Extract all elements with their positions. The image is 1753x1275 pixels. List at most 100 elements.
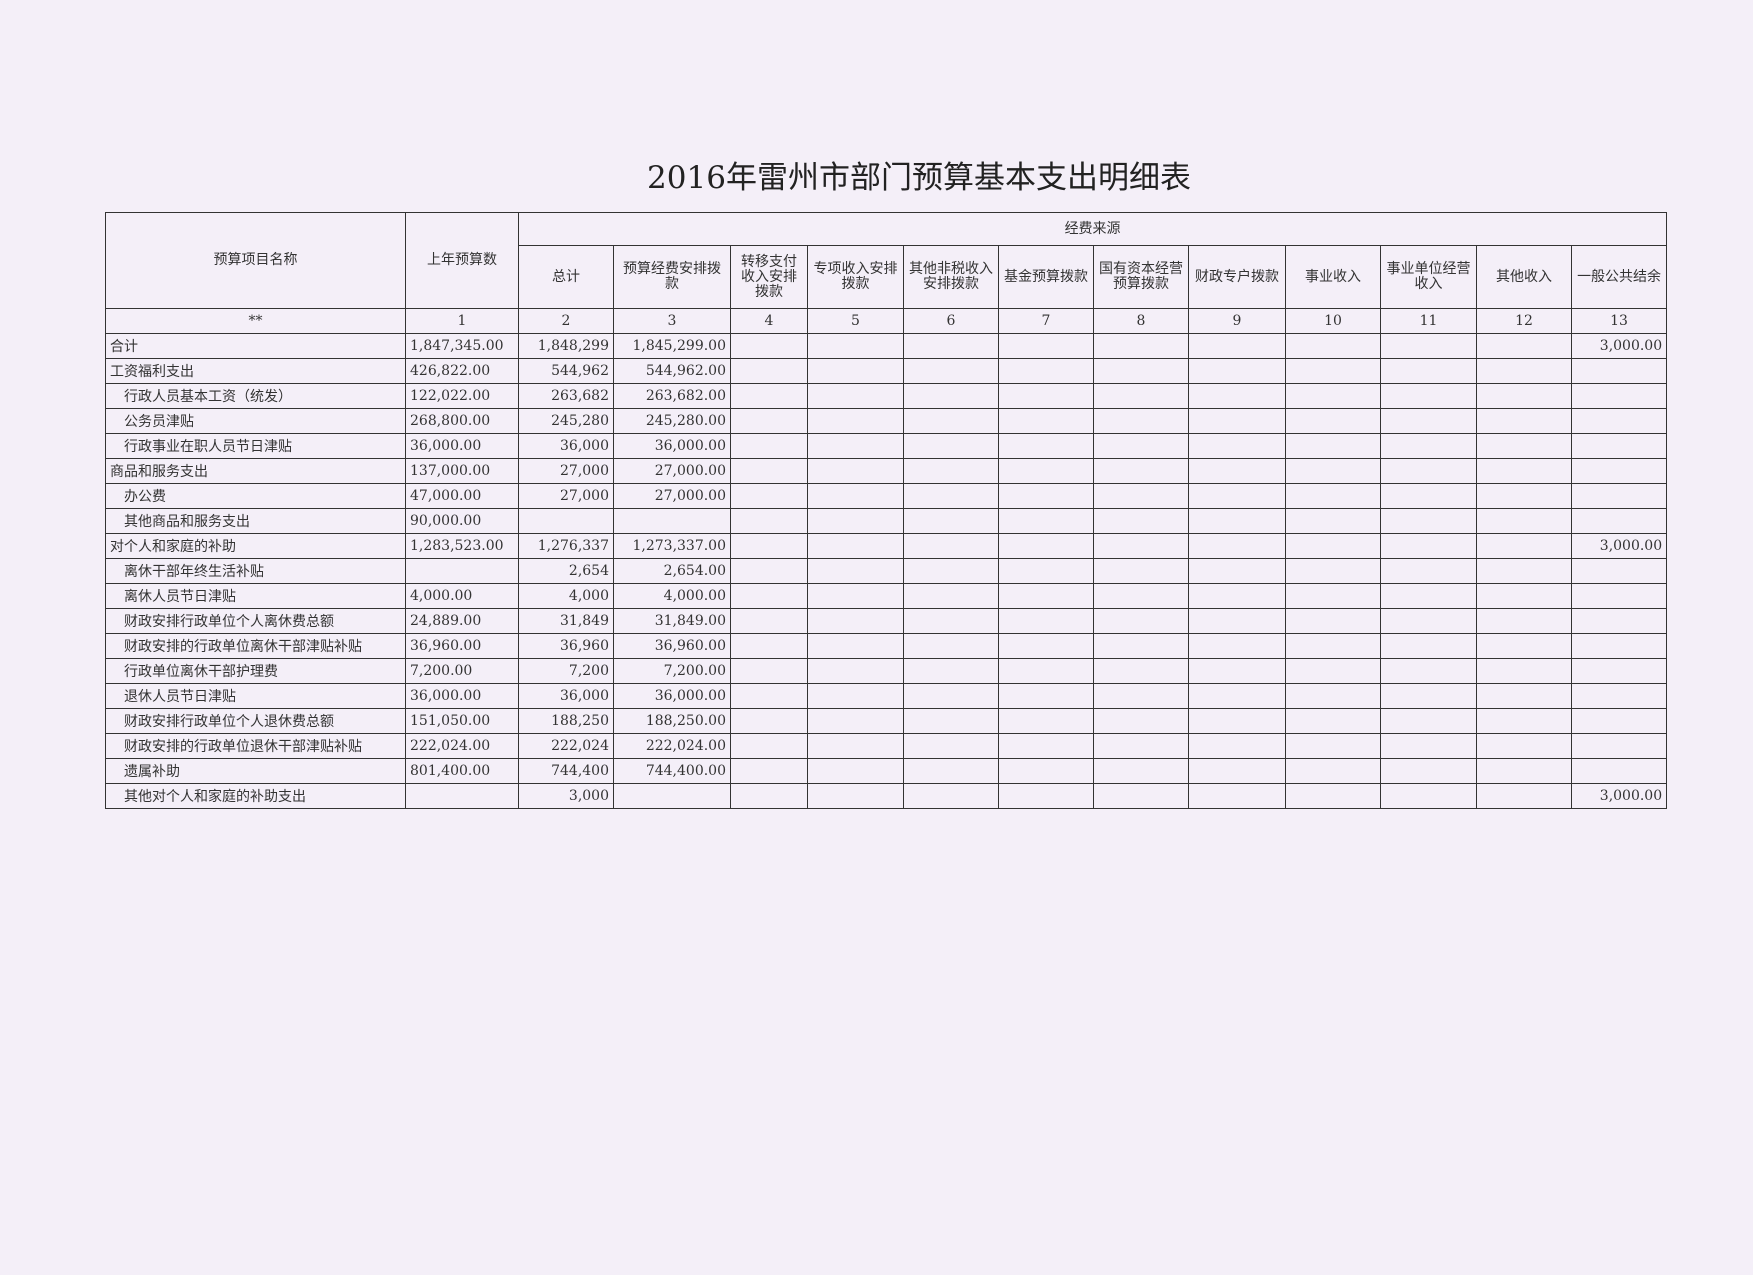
header-cell: 其他收入 xyxy=(1476,245,1572,309)
data-row: 退休人员节日津贴 36,000.00 36,000 36,000.00 xyxy=(105,683,1668,709)
index-cell: 10 xyxy=(1285,308,1381,334)
amount-cell xyxy=(1188,683,1286,709)
amount-cell xyxy=(1093,383,1189,409)
amount-cell xyxy=(807,383,904,409)
amount-cell: 801,400.00 xyxy=(405,758,519,784)
amount-cell xyxy=(1476,383,1572,409)
amount-cell xyxy=(903,658,999,684)
amount-cell xyxy=(1380,458,1477,484)
amount-cell xyxy=(1093,608,1189,634)
amount-cell xyxy=(1093,733,1189,759)
amount-cell xyxy=(1093,683,1189,709)
amount-cell xyxy=(1476,458,1572,484)
amount-cell xyxy=(730,783,808,809)
header-cell: 总计 xyxy=(518,245,614,309)
amount-cell: 3,000.00 xyxy=(1570,333,1668,359)
header-cell: 其他非税收入安排拨款 xyxy=(903,245,999,309)
amount-cell xyxy=(1093,583,1189,609)
amount-cell xyxy=(903,508,999,534)
amount-cell: 222,024.00 xyxy=(405,733,519,759)
title: 2016年雷州市部门预算基本支出明细表 xyxy=(647,160,1191,196)
amount-cell xyxy=(1285,433,1381,459)
amount-cell xyxy=(613,508,731,534)
amount-cell xyxy=(1285,358,1381,384)
item-name-cell: 财政安排行政单位个人退休费总额 xyxy=(105,708,406,734)
index-cell: 6 xyxy=(903,308,999,334)
amount-cell xyxy=(1188,733,1286,759)
amount-cell xyxy=(1570,708,1668,734)
amount-cell xyxy=(807,358,904,384)
amount-cell xyxy=(1093,458,1189,484)
amount-cell xyxy=(518,508,614,534)
amount-cell xyxy=(1570,683,1668,709)
amount-cell: 27,000 xyxy=(518,458,614,484)
amount-cell: 151,050.00 xyxy=(405,708,519,734)
data-row: 工资福利支出 426,822.00 544,962 544,962.00 xyxy=(105,358,1668,384)
amount-cell xyxy=(903,683,999,709)
amount-cell xyxy=(807,708,904,734)
amount-cell xyxy=(1093,558,1189,584)
index-row: ** 1 2 3 4 5 6 7 8 9 10 11 12 13 xyxy=(105,308,1668,334)
amount-cell xyxy=(903,358,999,384)
amount-cell: 4,000.00 xyxy=(405,583,519,609)
amount-cell: 137,000.00 xyxy=(405,458,519,484)
amount-cell: 7,200.00 xyxy=(613,658,731,684)
header-cell: 基金预算拨款 xyxy=(998,245,1094,309)
data-row: 办公费 47,000.00 27,000 27,000.00 xyxy=(105,483,1668,509)
amount-cell xyxy=(1093,483,1189,509)
amount-cell xyxy=(1380,383,1477,409)
header-cell: 预算项目名称 xyxy=(105,212,406,309)
amount-cell xyxy=(613,783,731,809)
amount-cell xyxy=(998,608,1094,634)
amount-cell xyxy=(1570,733,1668,759)
amount-cell: 36,000.00 xyxy=(613,683,731,709)
amount-cell xyxy=(1188,783,1286,809)
item-name-cell: 财政安排的行政单位退休干部津贴补贴 xyxy=(105,733,406,759)
amount-cell xyxy=(1476,608,1572,634)
amount-cell xyxy=(1285,608,1381,634)
index-cell: ** xyxy=(105,308,406,334)
amount-cell xyxy=(1380,583,1477,609)
amount-cell xyxy=(807,433,904,459)
amount-cell xyxy=(998,458,1094,484)
amount-cell xyxy=(730,758,808,784)
amount-cell xyxy=(807,533,904,559)
amount-cell xyxy=(1188,533,1286,559)
index-cell: 4 xyxy=(730,308,808,334)
amount-cell xyxy=(807,458,904,484)
amount-cell xyxy=(1285,633,1381,659)
amount-cell xyxy=(1570,458,1668,484)
amount-cell xyxy=(730,333,808,359)
amount-cell: 3,000 xyxy=(518,783,614,809)
index-cell: 13 xyxy=(1570,308,1668,334)
amount-cell xyxy=(1570,508,1668,534)
amount-cell xyxy=(1380,733,1477,759)
amount-cell: 188,250 xyxy=(518,708,614,734)
amount-cell xyxy=(1285,583,1381,609)
amount-cell xyxy=(998,658,1094,684)
amount-cell xyxy=(998,758,1094,784)
amount-cell xyxy=(807,408,904,434)
amount-cell xyxy=(1285,533,1381,559)
amount-cell xyxy=(807,733,904,759)
amount-cell xyxy=(1476,758,1572,784)
data-row: 财政安排的行政单位退休干部津贴补贴 222,024.00 222,024 222,02… xyxy=(105,733,1668,759)
index-cell: 2 xyxy=(518,308,614,334)
header-cell: 事业单位经营收入 xyxy=(1380,245,1477,309)
amount-cell xyxy=(1380,683,1477,709)
data-row: 行政人员基本工资（统发） 122,022.00 263,682 263,682.00 xyxy=(105,383,1668,409)
amount-cell xyxy=(1380,608,1477,634)
header-row: 预算项目名称 上年预算数 经费来源 xyxy=(105,212,1668,309)
amount-cell: 222,024.00 xyxy=(613,733,731,759)
index-cell: 7 xyxy=(998,308,1094,334)
amount-cell xyxy=(1093,433,1189,459)
amount-cell: 36,000 xyxy=(518,433,614,459)
amount-cell xyxy=(730,633,808,659)
amount-cell xyxy=(807,558,904,584)
amount-cell xyxy=(1188,708,1286,734)
amount-cell xyxy=(998,508,1094,534)
item-name-cell: 商品和服务支出 xyxy=(105,458,406,484)
amount-cell xyxy=(807,783,904,809)
amount-cell xyxy=(1380,333,1477,359)
